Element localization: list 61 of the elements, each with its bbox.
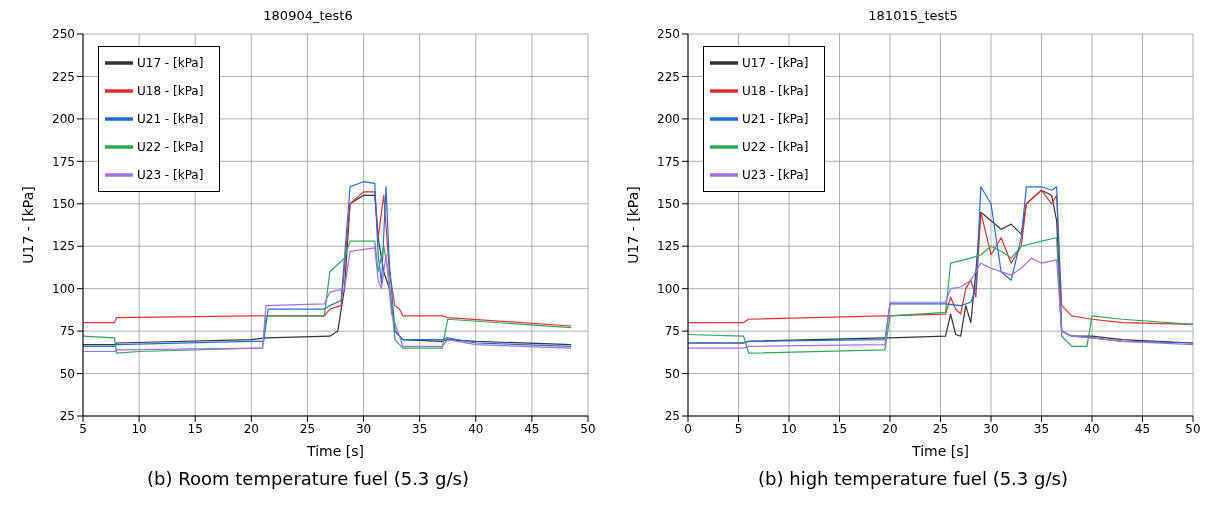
x-tick-label: 20 xyxy=(882,421,898,436)
y-tick-label: 125 xyxy=(657,239,680,254)
y-tick-label: 250 xyxy=(52,27,75,42)
y-tick-label: 200 xyxy=(52,112,75,127)
text: (b) Room temperature fuel (5.3 g/s) xyxy=(146,468,470,489)
x-tick-label: 10 xyxy=(131,421,147,436)
legend-label: U22 - [kPa] xyxy=(137,139,204,154)
x-tick-label: 15 xyxy=(831,421,848,436)
legend-label: U18 - [kPa] xyxy=(137,83,204,98)
x-tick-label: 30 xyxy=(983,421,999,436)
line-series xyxy=(688,237,1193,354)
x-tick-label: 25 xyxy=(932,421,949,436)
legend-label: U22 - [kPa] xyxy=(742,139,809,154)
y-tick-label: 200 xyxy=(657,112,680,127)
x-tick-label: 10 xyxy=(781,421,797,436)
chart-title: 180904_test6 xyxy=(262,8,354,25)
x-axis-title: Time [s] xyxy=(306,443,364,459)
y-tick-label: 25 xyxy=(59,409,75,424)
y-tick-label: 175 xyxy=(52,154,75,169)
y-tick-label: 250 xyxy=(657,27,680,42)
x-tick-label: 5 xyxy=(79,421,87,436)
x-tick-label: 35 xyxy=(412,421,428,436)
x-tick-label: 35 xyxy=(1033,421,1050,436)
legend-label: U17 - [kPa] xyxy=(742,55,809,70)
x-tick-label: 45 xyxy=(1134,421,1151,436)
x-tick-label: 20 xyxy=(243,421,259,436)
legend-label: U18 - [kPa] xyxy=(742,83,809,98)
legend-label: U21 - [kPa] xyxy=(137,111,204,126)
y-tick-label: 100 xyxy=(657,281,680,296)
x-tick-label: 15 xyxy=(187,421,203,436)
y-tick-label: 225 xyxy=(657,69,680,84)
x-tick-label: 40 xyxy=(468,421,484,436)
x-tick-label: 50 xyxy=(580,421,596,436)
x-tick-label: 0 xyxy=(684,421,692,436)
y-axis-title: U17 - [kPa] xyxy=(19,186,36,264)
y-tick-label: 175 xyxy=(657,154,680,169)
line-series xyxy=(688,257,1193,349)
text: (b) high temperature fuel (5.3 g/s) xyxy=(757,468,1069,489)
y-tick-label: 50 xyxy=(59,366,75,381)
y-tick-label: 100 xyxy=(52,281,75,296)
x-tick-label: 40 xyxy=(1084,421,1100,436)
chart-title: 181015_test5 xyxy=(867,8,959,25)
x-tick-label: 5 xyxy=(734,421,743,436)
y-tick-label: 225 xyxy=(52,69,75,84)
y-tick-label: 50 xyxy=(664,366,680,381)
legend-label: U23 - [kPa] xyxy=(137,167,204,182)
legend-label: U21 - [kPa] xyxy=(742,111,809,126)
x-tick-label: 45 xyxy=(524,421,540,436)
y-tick-label: 75 xyxy=(59,324,75,339)
y-tick-label: 150 xyxy=(657,197,680,212)
legend-label: U17 - [kPa] xyxy=(137,55,204,70)
x-tick-label: 30 xyxy=(355,421,372,436)
x-tick-label: 25 xyxy=(299,421,316,436)
y-tick-label: 125 xyxy=(52,239,75,254)
y-tick-label: 75 xyxy=(664,324,680,339)
y-axis-title: U17 - [kPa] xyxy=(624,186,641,264)
legend-label: U23 - [kPa] xyxy=(742,167,809,182)
y-tick-label: 150 xyxy=(52,197,75,212)
x-axis-title: Time [s] xyxy=(911,443,969,459)
y-tick-label: 25 xyxy=(664,409,680,424)
x-tick-label: 50 xyxy=(1185,421,1201,436)
